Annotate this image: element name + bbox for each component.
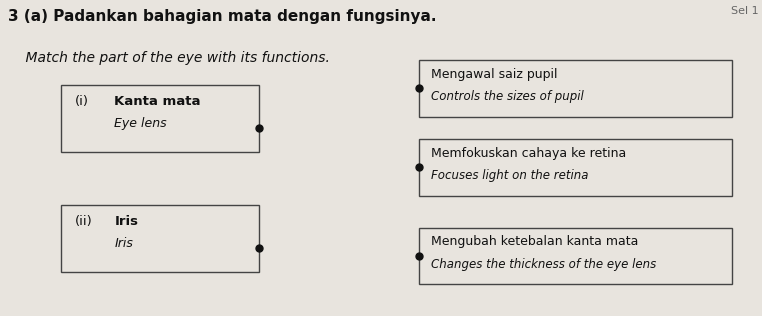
Text: Eye lens: Eye lens [114,117,167,130]
FancyBboxPatch shape [61,85,259,152]
Text: (i): (i) [75,95,88,108]
Text: Iris: Iris [114,215,138,228]
Text: Match the part of the eye with its functions.: Match the part of the eye with its funct… [8,51,329,64]
FancyBboxPatch shape [61,205,259,272]
Text: Memfokuskan cahaya ke retina: Memfokuskan cahaya ke retina [431,147,626,160]
Text: Changes the thickness of the eye lens: Changes the thickness of the eye lens [431,258,656,270]
Text: (ii): (ii) [75,215,92,228]
Text: Mengawal saiz pupil: Mengawal saiz pupil [431,68,557,81]
Text: Focuses light on the retina: Focuses light on the retina [431,169,588,182]
Text: Mengubah ketebalan kanta mata: Mengubah ketebalan kanta mata [431,235,638,248]
FancyBboxPatch shape [419,228,732,284]
Text: Sel 1: Sel 1 [731,6,758,16]
FancyBboxPatch shape [419,60,732,117]
Text: Controls the sizes of pupil: Controls the sizes of pupil [431,90,583,103]
Text: 3 (a) Padankan bahagian mata dengan fungsinya.: 3 (a) Padankan bahagian mata dengan fung… [8,9,436,24]
Text: Iris: Iris [114,237,133,250]
FancyBboxPatch shape [419,139,732,196]
Text: Kanta mata: Kanta mata [114,95,201,108]
